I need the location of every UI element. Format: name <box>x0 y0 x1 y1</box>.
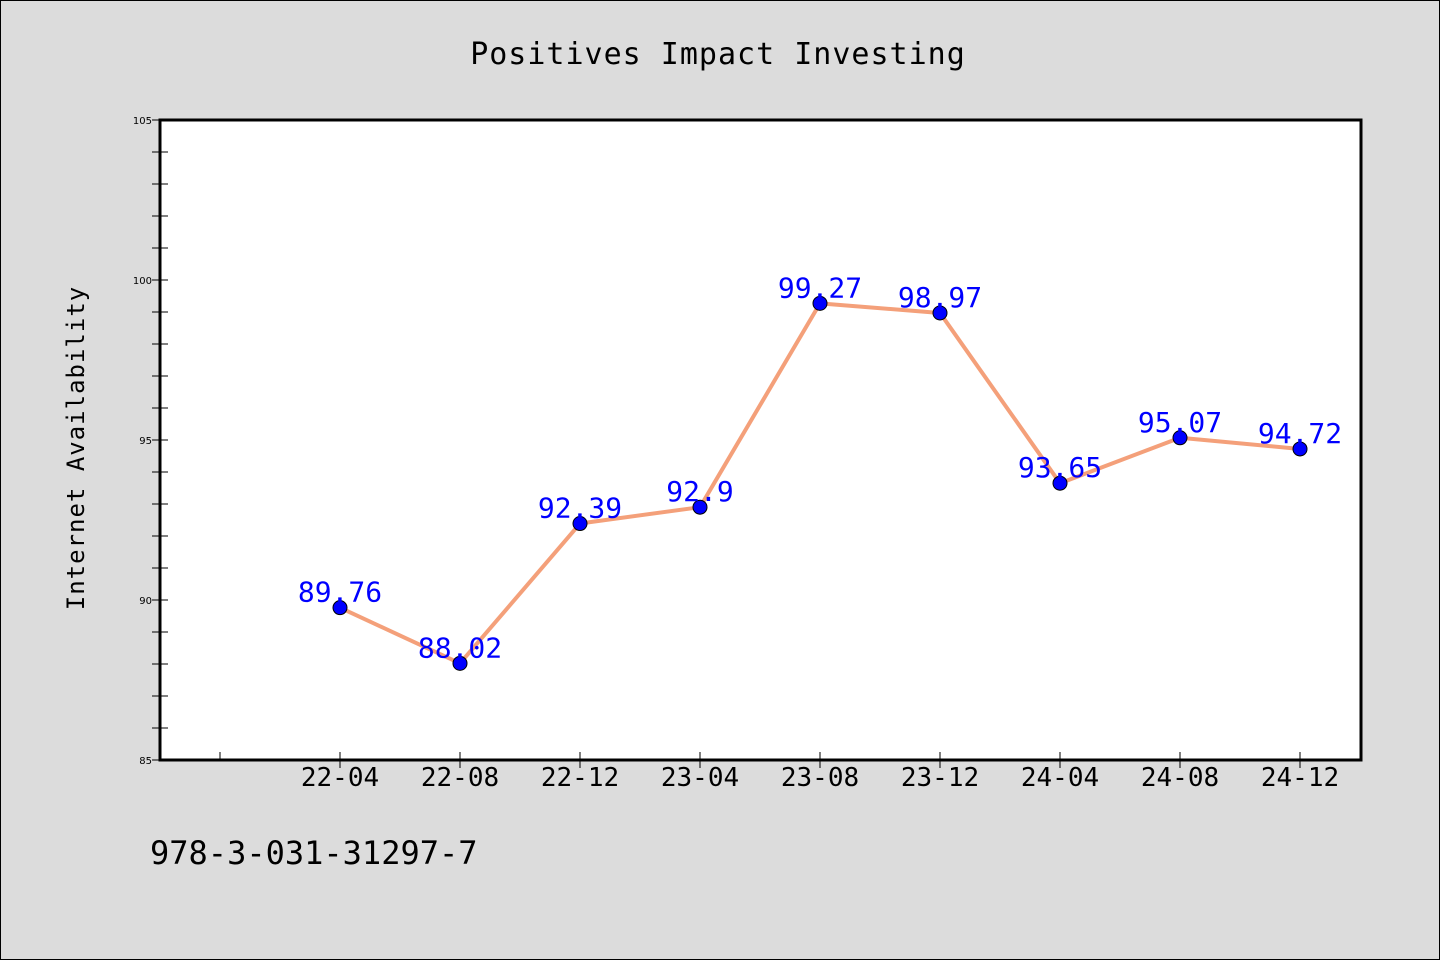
data-label: 99.27 <box>778 271 862 304</box>
x-tick-label: 22-08 <box>421 763 499 793</box>
data-point <box>332 600 348 616</box>
plot-area <box>158 118 1363 762</box>
data-label: 88.02 <box>418 631 502 664</box>
x-tick-label: 22-04 <box>301 763 379 793</box>
data-label: 95.07 <box>1138 406 1222 439</box>
y-tick-label: 95 <box>139 436 152 447</box>
y-tick-label: 85 <box>139 756 152 767</box>
x-tick-label: 23-12 <box>901 763 979 793</box>
data-point <box>1052 475 1068 491</box>
y-axis: 85 90 95 100 105 <box>133 116 168 767</box>
data-label: 89.76 <box>298 576 382 609</box>
series-layer: 89.76 88.02 92.39 92.9 99.27 98.97 93.65 95.07 9… <box>298 271 1342 671</box>
data-point <box>1172 430 1188 446</box>
data-label: 98.97 <box>898 281 982 314</box>
data-label: 94.72 <box>1258 417 1342 450</box>
x-tick-label: 24-08 <box>1141 763 1219 793</box>
y-axis-label: Internet Availability <box>62 286 90 610</box>
data-point <box>452 655 468 671</box>
data-label: 93.65 <box>1018 451 1102 484</box>
y-tick-label: 105 <box>133 116 152 127</box>
data-point <box>572 516 588 532</box>
data-label: 92.9 <box>666 475 733 508</box>
x-axis: 22-04 22-08 22-12 23-04 23-08 23-12 24-04 24-08… <box>219 752 1339 793</box>
x-tick-label: 24-04 <box>1021 763 1099 793</box>
data-point <box>932 305 948 321</box>
data-point <box>692 499 708 515</box>
data-point <box>812 295 828 311</box>
y-tick-label: 90 <box>139 596 152 607</box>
x-tick-label: 23-04 <box>661 763 739 793</box>
x-tick-label: 23-08 <box>781 763 859 793</box>
chart-title: Positives Impact Investing <box>470 37 966 72</box>
data-label: 92.39 <box>538 492 622 525</box>
x-tick-label: 24-12 <box>1261 763 1339 793</box>
isbn-text: 978-3-031-31297-7 <box>150 834 478 872</box>
x-tick-label: 22-12 <box>541 763 619 793</box>
y-tick-label: 100 <box>133 276 152 287</box>
data-point <box>1292 441 1308 457</box>
